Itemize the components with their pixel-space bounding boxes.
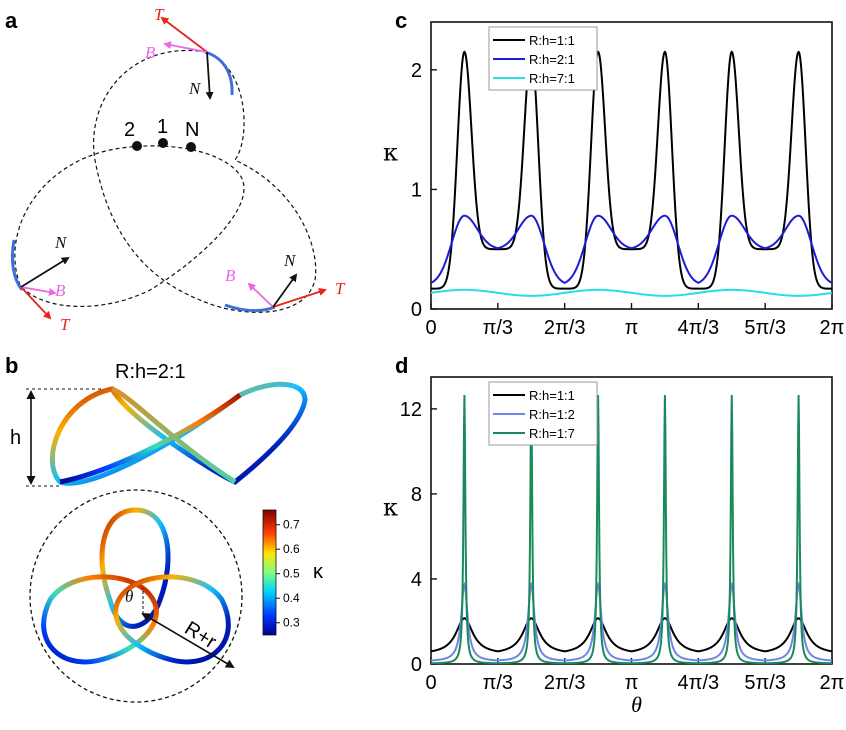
binormal-arrow-top	[163, 41, 208, 53]
panel-c: c 0 π/3 2π/3 π 4π/3 5π/3 2π 0 1 2 κ R:h=1:1 R:h=2:1 R…	[383, 8, 844, 339]
legend-label: R:h=7:1	[529, 71, 575, 86]
panel-b-label: b	[5, 353, 18, 378]
x-tick-label: 5π/3	[744, 672, 786, 694]
x-tick-label: 4π/3	[678, 672, 720, 694]
height-label: h	[10, 427, 21, 449]
colorbar-ticks: 0.7 0.6 0.5 0.4 0.3	[276, 518, 300, 630]
tangent-label-right: T	[335, 279, 346, 298]
x-tick-label: 4π/3	[678, 317, 720, 339]
normal-arrow-top	[205, 51, 214, 100]
colorbar-tick-label: 0.4	[283, 591, 300, 605]
binormal-label-right: B	[225, 266, 236, 285]
highlighted-segment-top	[204, 50, 234, 96]
y-tick-label: 0	[411, 654, 422, 676]
colorbar	[262, 509, 277, 636]
panel-a: a 2 1 N T B N T B N T B N	[5, 5, 346, 334]
radius-label: R+r	[181, 617, 221, 653]
point-1-label: 1	[157, 116, 168, 138]
side-view-title: R:h=2:1	[115, 361, 186, 383]
chart-d: 0 π/3 2π/3 π 4π/3 5π/3 2π 0 4 8 12 κ θ R:h=1:1 R:h=1:2…	[383, 376, 845, 717]
x-tick-label: 2π/3	[544, 672, 586, 694]
series-line	[431, 617, 832, 653]
series-line	[431, 395, 832, 664]
panel-a-label: a	[5, 8, 18, 33]
point-2-label: 2	[124, 119, 135, 141]
legend-label: R:h=2:1	[529, 52, 575, 67]
top-view-bounding-circle	[29, 489, 243, 703]
point-n	[186, 142, 196, 152]
x-tick-label: π/3	[483, 672, 513, 694]
normal-label-left: N	[54, 233, 68, 252]
legend-label: R:h=1:7	[529, 426, 575, 441]
chart-c: 0 π/3 2π/3 π 4π/3 5π/3 2π 0 1 2 κ R:h=1:1 R:h=2:1 R:h…	[383, 21, 845, 339]
series-line	[431, 50, 832, 290]
x-tick-label: 2π/3	[544, 317, 586, 339]
binormal-label-top: B	[145, 43, 156, 62]
highlighted-segment-right	[224, 303, 276, 312]
normal-arrow-left	[20, 256, 70, 288]
tangent-arrow-right	[272, 288, 327, 308]
y-tick-label: 0	[411, 299, 422, 321]
x-tick-label: π/3	[483, 317, 513, 339]
colorbar-tick-label: 0.5	[283, 567, 300, 581]
y-tick-label: 4	[411, 569, 422, 591]
colorbar-tick-label: 0.6	[283, 542, 300, 556]
colorbar-tick-label: 0.7	[283, 518, 300, 532]
top-view-knot-upper-lobe	[99, 507, 171, 629]
radius-arrow	[141, 612, 235, 669]
y-axis-label: κ	[383, 139, 398, 167]
x-tick-label: π	[625, 672, 639, 694]
y-tick-label: 1	[411, 179, 422, 201]
theta-label: θ	[125, 587, 133, 606]
series-line	[431, 288, 832, 297]
binormal-label-left: B	[55, 281, 66, 300]
x-tick-label: 0	[425, 317, 436, 339]
panel-c-label: c	[395, 8, 407, 33]
tangent-arrow-top	[160, 16, 208, 53]
point-n-label: N	[185, 119, 199, 141]
x-tick-label: 2π	[820, 317, 845, 339]
tangent-arrow-left	[20, 286, 52, 320]
colorbar-label: κ	[313, 561, 324, 583]
binormal-arrow-left	[20, 286, 57, 296]
x-tick-label: 0	[425, 672, 436, 694]
series-line	[431, 214, 832, 284]
panel-b: b R:h=2:1 h θ R+r 0.7 0.6 0.5 0.4 0.3 κ	[5, 353, 324, 703]
normal-label-right: N	[283, 251, 297, 270]
x-tick-label: 5π/3	[744, 317, 786, 339]
legend-label: R:h=1:2	[529, 407, 575, 422]
normal-arrow-right	[272, 273, 298, 308]
x-tick-label: 2π	[820, 672, 845, 694]
colorbar-tick-label: 0.3	[283, 616, 300, 630]
y-tick-label: 12	[400, 399, 422, 421]
normal-label-top: N	[188, 79, 202, 98]
point-1	[158, 138, 168, 148]
legend-label: R:h=1:1	[529, 388, 575, 403]
side-view-knot-loop-2	[59, 386, 242, 485]
legend-label: R:h=1:1	[529, 33, 575, 48]
trefoil-dashed-curve	[93, 49, 317, 313]
panel-d: d 0 π/3 2π/3 π 4π/3 5π/3 2π 0 4 8 12 κ θ R:h=1:1 R:h=1…	[383, 353, 844, 717]
point-2	[132, 141, 142, 151]
panel-d-label: d	[395, 353, 408, 378]
tangent-label-top: T	[154, 5, 165, 24]
trefoil-dashed-curve-2	[14, 145, 245, 308]
y-tick-label: 8	[411, 484, 422, 506]
x-axis-label: θ	[631, 692, 642, 717]
binormal-arrow-right	[247, 282, 274, 308]
highlighted-segment-left	[10, 239, 24, 291]
y-tick-label: 2	[411, 60, 422, 82]
x-tick-label: π	[625, 317, 639, 339]
series-line	[431, 581, 832, 662]
y-axis-label: κ	[383, 494, 398, 522]
tangent-label-left: T	[60, 315, 71, 334]
